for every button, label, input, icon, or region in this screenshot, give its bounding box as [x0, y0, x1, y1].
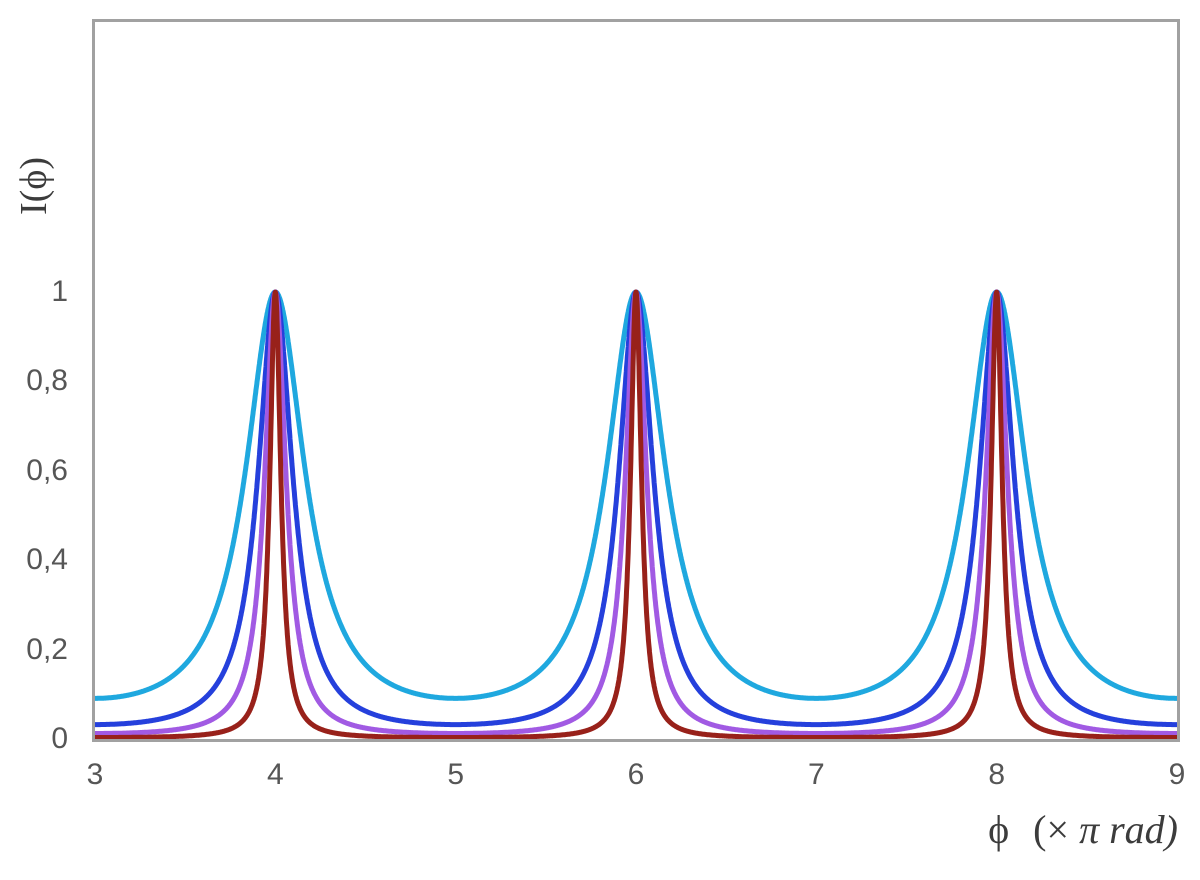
x-tick-label: 6	[627, 758, 645, 791]
curve-m=300	[95, 289, 1177, 739]
x-title-open: (×	[1033, 807, 1070, 852]
curves-canvas	[95, 289, 1177, 739]
x-tick-label: 8	[988, 758, 1005, 791]
x-tick-label: 9	[1168, 758, 1186, 791]
x-title-symbol: ϕ	[988, 807, 1010, 852]
y-tick-label: 0	[51, 722, 68, 755]
y-tick-label: 0,2	[26, 632, 68, 666]
curve-m=80	[95, 289, 1177, 736]
y-tick-label: 0,4	[26, 543, 68, 577]
y-tick-label: 1	[51, 275, 68, 308]
x-axis-tick-labels: 3 4 5 6 7 8 9	[87, 758, 1186, 794]
y-axis-tick-labels: 0 0,2 0,4 0,6 0,8 1	[0, 22, 82, 755]
x-title-close: )	[1164, 807, 1178, 852]
curve-m=30	[95, 289, 1177, 728]
plot-area	[92, 19, 1180, 742]
x-tick-label: 4	[266, 758, 284, 791]
y-tick-label: 0,8	[26, 364, 68, 398]
x-tick-label: 7	[807, 758, 825, 791]
x-tick-label: 5	[447, 758, 464, 791]
x-axis-title: ϕ (× π rad)	[988, 806, 1178, 853]
x-title-unit: π rad	[1079, 807, 1165, 852]
x-tick-label: 3	[86, 758, 104, 791]
y-tick-label: 0,6	[26, 453, 68, 487]
